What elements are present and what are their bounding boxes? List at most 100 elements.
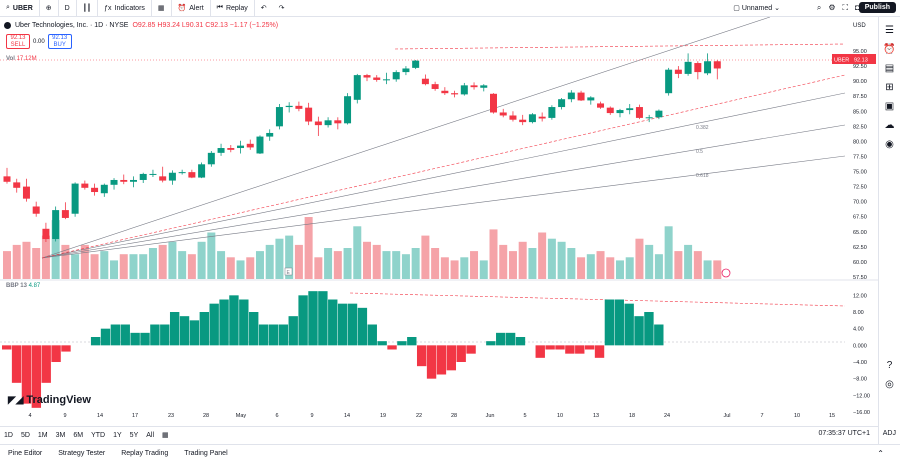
bbp-dashed-line[interactable] (349, 292, 846, 307)
compare-button[interactable]: ⊕ (40, 0, 59, 17)
bbp-bar (466, 345, 476, 354)
ideas-icon[interactable]: ☁ (884, 120, 895, 131)
volume-bar (401, 254, 410, 279)
layout-name-button[interactable]: ▢ Unnamed ⌄ (733, 4, 780, 12)
bbp-bar (90, 337, 101, 346)
bbp-tick-label: −4.00 (853, 360, 867, 366)
uber-logo-icon (4, 22, 11, 29)
tab-replay-trading[interactable]: Replay Trading (121, 450, 169, 457)
trend-line-1[interactable] (41, 17, 771, 259)
chart-type-button[interactable]: ┃┃ (77, 0, 99, 17)
redo-button[interactable]: ↷ (273, 0, 291, 17)
candle (674, 66, 682, 79)
data-window-icon[interactable]: ▤ (884, 63, 895, 74)
tab-trading-panel[interactable]: Trading Panel (184, 450, 228, 457)
undo-button[interactable]: ↶ (255, 0, 273, 17)
grid-icon: ▦ (157, 5, 165, 12)
clock[interactable]: 07:35:37 UTC+1 (818, 430, 870, 437)
sell-button[interactable]: 92.13 SELL (6, 34, 30, 49)
layout-name: Unnamed (741, 5, 773, 12)
resistance-dashed-line[interactable] (394, 43, 846, 50)
calendar-icon[interactable]: ▣ (884, 101, 895, 112)
volume-bar (596, 251, 605, 279)
currency-label[interactable]: USD (853, 23, 866, 29)
bbp-bar (61, 345, 71, 352)
quick-search-icon[interactable]: ⌕ (816, 3, 822, 12)
channel-dashed-line[interactable] (41, 74, 846, 259)
time-tick-label: 10 (557, 413, 563, 419)
timeframe-1m[interactable]: 1M (37, 431, 48, 439)
trend-line-fib-618[interactable] (41, 155, 846, 259)
timeframe-ytd[interactable]: YTD (91, 431, 106, 439)
timeframe-all[interactable]: All (146, 431, 155, 439)
candle-body (344, 96, 352, 124)
notifications-icon[interactable]: ◎ (885, 379, 894, 390)
candle (519, 114, 527, 126)
volume-bar (246, 257, 255, 279)
buy-label: BUY (53, 42, 66, 48)
candle-body (567, 92, 575, 100)
chat-icon[interactable]: ◉ (885, 139, 894, 150)
adj-toggle[interactable]: ADJ (882, 430, 896, 437)
tab-strategy-tester[interactable]: Strategy Tester (58, 450, 106, 457)
volume-bar (158, 244, 167, 279)
candle-body (626, 108, 634, 111)
trend-line-fib-5[interactable] (41, 124, 846, 259)
price-axis[interactable]: 95.00 92.50 90.00 87.50 85.00 82.50 80.00 77.50… (853, 49, 867, 281)
buy-button[interactable]: 92.13 BUY (47, 34, 72, 49)
candle (392, 70, 400, 82)
chevron-up-icon[interactable]: ⌃ (877, 449, 884, 458)
timeframe-1y[interactable]: 1Y (113, 431, 122, 439)
sell-label: SELL (10, 42, 26, 48)
watchlist-icon[interactable]: ☰ (885, 25, 894, 36)
help-icon[interactable]: ? (886, 360, 893, 371)
replay-button[interactable]: ⏮ Replay (211, 0, 255, 17)
bbp-bar (594, 345, 605, 358)
symbol-search[interactable]: ⌕ UBER (0, 0, 40, 17)
timeframe-6m[interactable]: 6M (73, 431, 84, 439)
timeframe-3m[interactable]: 3M (55, 431, 66, 439)
interval-button[interactable]: D (59, 0, 77, 17)
volume-bar (713, 260, 722, 279)
alerts-icon[interactable]: ⏰ (883, 44, 896, 55)
events-icon[interactable] (721, 268, 731, 278)
earnings-marker[interactable]: E (284, 267, 293, 276)
indicators-button[interactable]: ƒx Indicators (98, 0, 152, 17)
candle-body (519, 119, 527, 123)
templates-button[interactable]: ▦ (152, 0, 172, 17)
volume-bar (217, 251, 226, 279)
bbp-axis[interactable]: 12.00 8.00 4.00 0.000 −4.00 −8.00 −12.00 −16.00 (853, 293, 870, 416)
candle (538, 112, 546, 122)
bbp-bar (347, 303, 358, 346)
indicators-label: Indicators (114, 4, 145, 12)
candle (421, 74, 429, 86)
date-range-icon[interactable]: ▦ (162, 432, 169, 439)
tab-pine-editor[interactable]: Pine Editor (8, 450, 43, 457)
candle-body (528, 114, 536, 123)
volume-bar (363, 241, 372, 279)
publish-button[interactable]: Publish (858, 2, 896, 13)
price-tick-label: 65.00 (853, 230, 867, 236)
volume-bar (460, 257, 469, 279)
volume-bar (71, 254, 80, 279)
camera-icon[interactable]: ◘ (855, 3, 860, 12)
hotlist-icon[interactable]: ⊞ (885, 82, 894, 93)
timeframe-5y[interactable]: 5Y (129, 431, 139, 439)
trend-line-fib-382[interactable] (41, 92, 846, 259)
price-tick-label: 75.00 (853, 170, 867, 176)
price-tick-label: 77.50 (853, 154, 867, 160)
candle-body (694, 63, 702, 73)
candle (713, 60, 721, 80)
candle (451, 90, 459, 98)
settings-icon[interactable]: ⚙ (828, 3, 836, 12)
alert-button[interactable]: ⏰ Alert (172, 0, 211, 17)
time-axis[interactable]: 4 9 14 17 23 28 May 6 9 14 19 22 28 Jun 5 10 13 18 24 Jul 7 1… (28, 413, 835, 419)
timeframe-1d[interactable]: 1D (4, 431, 13, 439)
volume-bar (51, 220, 60, 279)
bbp-bar (219, 299, 229, 346)
fullscreen-icon[interactable]: ⛶ (842, 3, 849, 12)
price-chart[interactable]: 0.382 0.5 0.618 95.0092.5090.0087.5085.0… (0, 17, 878, 443)
timeframe-5d[interactable]: 5D (20, 431, 30, 439)
volume-bar (22, 241, 31, 279)
current-price-value-badge (852, 54, 876, 64)
